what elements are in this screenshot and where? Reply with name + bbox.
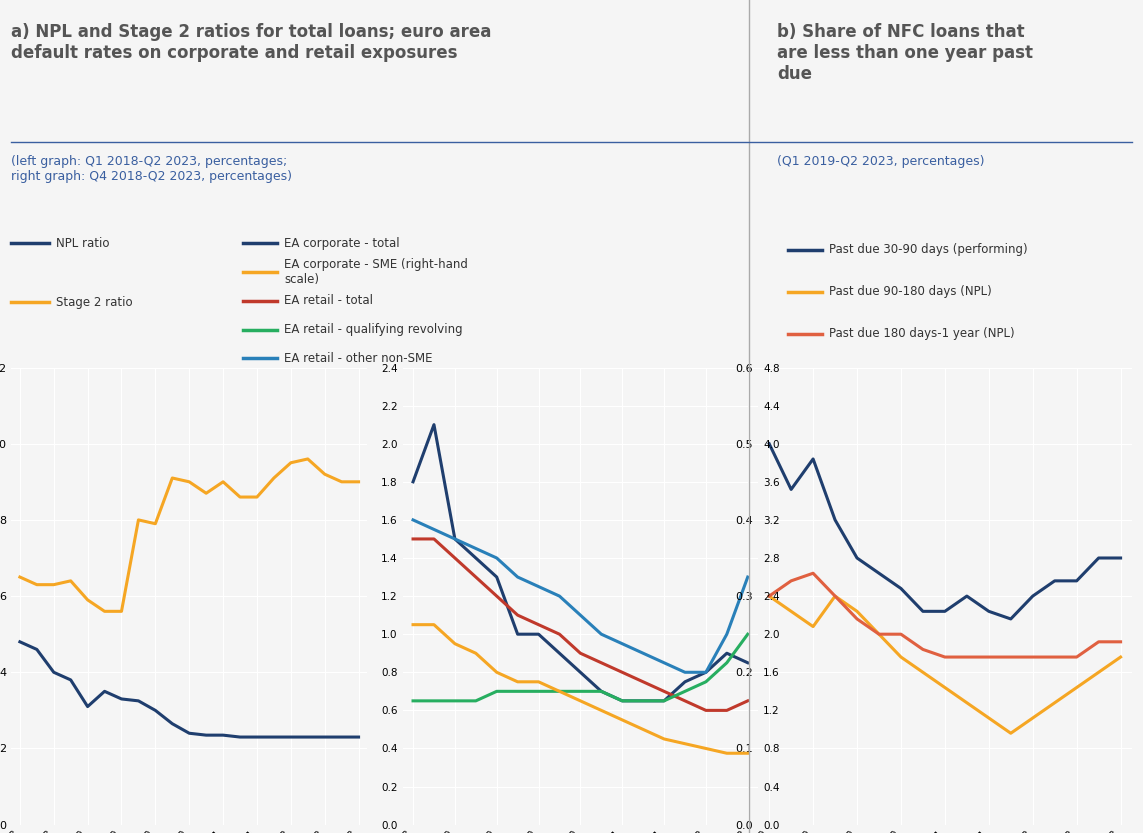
- Text: EA retail - total: EA retail - total: [283, 294, 373, 307]
- Text: EA corporate - total: EA corporate - total: [283, 237, 400, 250]
- Text: Past due 180 days-1 year (NPL): Past due 180 days-1 year (NPL): [829, 327, 1015, 340]
- Text: b) Share of NFC loans that
are less than one year past
due: b) Share of NFC loans that are less than…: [777, 23, 1033, 82]
- Text: EA corporate - SME (right-hand
scale): EA corporate - SME (right-hand scale): [283, 258, 467, 287]
- Text: a) NPL and Stage 2 ratios for total loans; euro area
default rates on corporate : a) NPL and Stage 2 ratios for total loan…: [11, 23, 491, 62]
- Text: (Q1 2019-Q2 2023, percentages): (Q1 2019-Q2 2023, percentages): [777, 155, 984, 168]
- Text: EA retail - qualifying revolving: EA retail - qualifying revolving: [283, 323, 463, 337]
- Text: Stage 2 ratio: Stage 2 ratio: [56, 296, 133, 309]
- Text: Past due 90-180 days (NPL): Past due 90-180 days (NPL): [829, 285, 992, 298]
- Text: NPL ratio: NPL ratio: [56, 237, 110, 250]
- Text: Past due 30-90 days (performing): Past due 30-90 days (performing): [829, 243, 1028, 257]
- Text: EA retail - other non-SME: EA retail - other non-SME: [283, 352, 432, 365]
- Text: (left graph: Q1 2018-Q2 2023, percentages;
right graph: Q4 2018-Q2 2023, percent: (left graph: Q1 2018-Q2 2023, percentage…: [11, 155, 293, 183]
